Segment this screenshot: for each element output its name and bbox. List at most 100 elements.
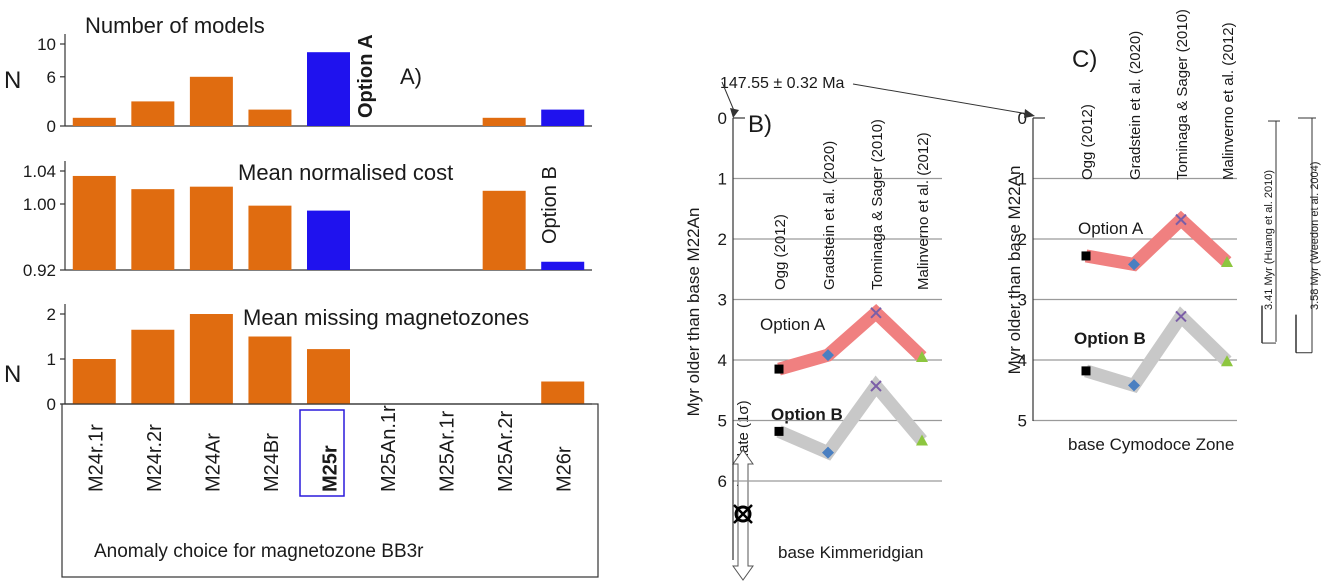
method-label: Ogg (2012) — [772, 214, 789, 290]
marker-ogg — [1081, 366, 1091, 376]
weedon-duration-label: 3.58 Myr (Weedon et al. 2004) — [1309, 162, 1321, 310]
bar-m24r-2r — [131, 189, 175, 270]
y-tick-label: 4 — [718, 351, 727, 370]
y-tick-label: 1 — [1018, 170, 1027, 189]
y-tick-label: 1.00 — [23, 195, 56, 214]
reos-uncertainty-arrow — [732, 449, 754, 581]
bar-m24r-1r — [72, 175, 116, 270]
marker-malinverno — [916, 350, 928, 362]
marker-gradstein — [1128, 258, 1140, 271]
bar-m25r — [307, 52, 350, 127]
bar-m25ar-2r — [482, 117, 526, 126]
category-label: M25An.1r — [378, 405, 400, 492]
bar-chart-mean-normalised-cost: Mean normalised cost Option B 0.92 1.00 1.… — [23, 160, 592, 280]
option-a-label: Option A — [760, 315, 826, 334]
y-axis-label: Myr older than base M22An — [684, 208, 703, 417]
option-b-label: Option B — [1074, 329, 1146, 348]
category-label: M24Br — [261, 433, 283, 492]
bar-m24r-2r — [131, 101, 175, 126]
y-tick-label: 5 — [1018, 412, 1027, 431]
y-tick-label: 4 — [1018, 351, 1027, 370]
marker-tominaga — [870, 307, 882, 319]
bar-m25r — [307, 210, 350, 270]
y-tick-label: 1 — [47, 350, 56, 369]
panel-label: B) — [748, 111, 772, 138]
method-label: Tominaga & Sager (2010) — [1174, 9, 1191, 180]
category-label: M24r.1r — [85, 424, 107, 492]
series-band — [776, 375, 927, 461]
marker-tominaga — [1175, 213, 1187, 226]
y-tick-label: 0.92 — [23, 261, 56, 280]
bar-m25r — [307, 349, 350, 404]
series-band — [777, 303, 927, 376]
category-labels: M24r.1r M24r.2r M24Ar M24Br M25r M25An.1r M25A… — [85, 405, 575, 492]
huang-duration-label: 3.41 Myr (Huang et al. 2010) — [1263, 170, 1275, 310]
highlight-box — [299, 409, 345, 497]
method-label: Gradstein et al. (2020) — [1127, 31, 1144, 180]
bar-m24r-1r — [72, 117, 116, 126]
y-tick-label: 0 — [47, 395, 56, 414]
bar-chart-mean-missing-magnetozones: Mean missing magnetozones N 0 1 2 — [4, 304, 592, 414]
marker-malinverno — [916, 434, 928, 446]
method-label: Tominaga & Sager (2010) — [869, 119, 886, 290]
y-axis-label: N — [4, 67, 21, 94]
series-band — [1084, 306, 1232, 394]
marker-gradstein — [822, 349, 834, 362]
y-tick-label: 2 — [718, 230, 727, 249]
y-tick-label: 3 — [718, 291, 727, 310]
chart-title: Number of models — [85, 13, 265, 38]
category-label: M24r.2r — [144, 424, 166, 492]
marker-tominaga — [1175, 310, 1187, 323]
date-arrows — [721, 81, 1035, 118]
chart-title: Mean normalised cost — [238, 160, 453, 185]
marker-gradstein — [1128, 379, 1140, 392]
series-band — [1084, 210, 1232, 272]
option-a-label: Option A — [1078, 219, 1144, 238]
method-label: Malinverno et al. (2012) — [915, 132, 932, 290]
panel-c: C) Myr older than base M22An base Cymodo… — [1005, 9, 1321, 454]
y-tick-label: 1 — [718, 170, 727, 189]
marker-ogg — [774, 364, 784, 374]
date-annotation: 147.55 ± 0.32 Ma — [720, 75, 845, 92]
y-tick-label: 6 — [718, 472, 727, 491]
bar-m26r — [541, 381, 585, 404]
method-label: Gradstein et al. (2020) — [821, 141, 838, 290]
option-a-label: Option A — [355, 34, 377, 118]
category-label: M25Ar.1r — [437, 411, 459, 492]
y-tick-label: 6 — [47, 68, 56, 87]
bar-m24ar — [189, 314, 233, 404]
bar-m26r — [541, 261, 585, 270]
bar-chart-number-of-models: Number of models N A) Option A 0 6 10 — [4, 13, 592, 136]
method-label: Ogg (2012) — [1079, 104, 1096, 180]
marker-ogg — [774, 426, 784, 436]
x-axis-label: Anomaly choice for magnetozone BB3r — [94, 541, 424, 562]
y-tick-label: 10 — [37, 35, 56, 54]
bar-m24br — [248, 336, 292, 404]
panel-label: A) — [400, 64, 422, 89]
y-tick-label: 2 — [1018, 230, 1027, 249]
bar-m24br — [248, 205, 292, 270]
marker-gradstein — [822, 446, 834, 459]
x-axis-label: base Cymodoce Zone — [1068, 435, 1234, 454]
y-tick-label: 5 — [718, 412, 727, 431]
category-label: M25r — [320, 445, 342, 492]
category-label: M26r — [554, 446, 576, 492]
method-label: Malinverno et al. (2012) — [1220, 22, 1237, 180]
option-b-label: Option B — [771, 405, 843, 424]
bar-m24r-2r — [131, 329, 175, 404]
category-label: M24Ar — [202, 433, 224, 492]
y-tick-label: 0 — [1018, 109, 1027, 128]
y-axis-label: N — [4, 361, 21, 388]
y-tick-label: 0 — [47, 117, 56, 136]
y-tick-label: 0 — [718, 109, 727, 128]
panel-label: C) — [1072, 46, 1097, 73]
bar-m24ar — [189, 76, 233, 126]
marker-tominaga — [870, 380, 882, 392]
marker-malinverno — [1221, 355, 1233, 367]
chart-title: Mean missing magnetozones — [243, 305, 529, 330]
y-tick-label: 1.04 — [23, 162, 56, 181]
base-kimmeridgian-label: base Kimmeridgian — [778, 543, 924, 562]
bar-m26r — [541, 109, 585, 126]
